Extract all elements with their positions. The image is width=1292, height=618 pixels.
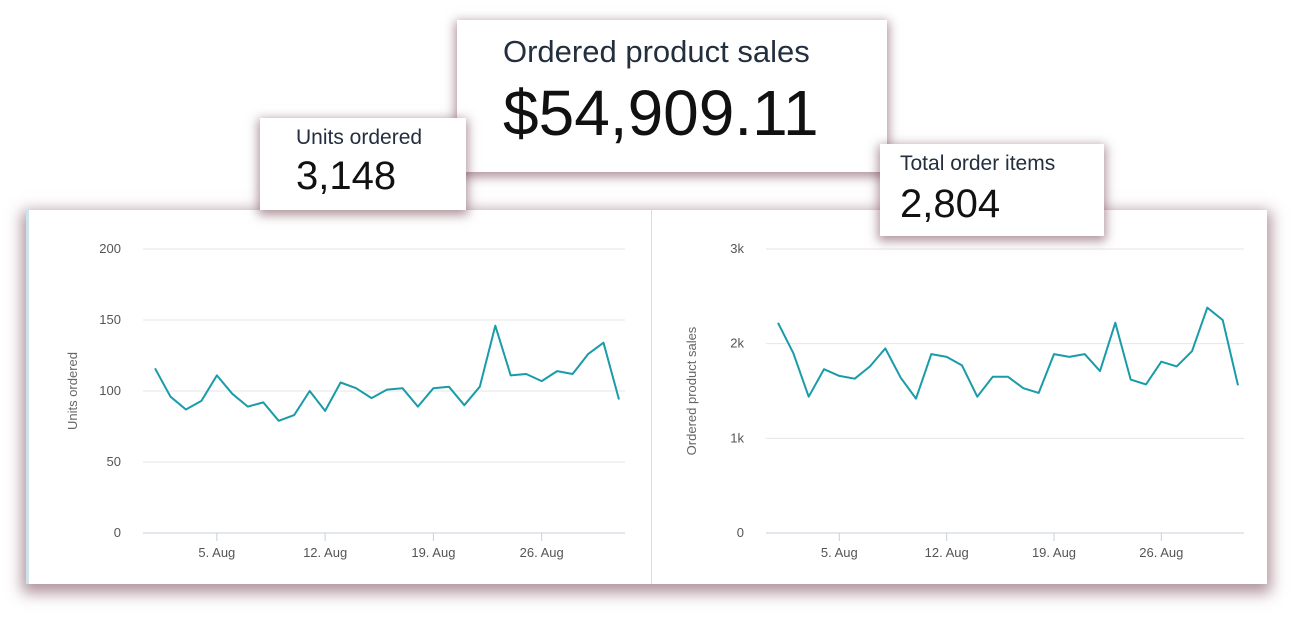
total-order-items-card[interactable]: Total order items 2,804: [880, 144, 1104, 236]
x-tick-label: 12. Aug: [925, 545, 969, 560]
ordered-product-sales-card[interactable]: Ordered product sales $54,909.11: [457, 20, 887, 172]
y-axis-title: Units ordered: [65, 352, 80, 430]
series-line: [777, 306, 1239, 400]
units-ordered-chart: 0 50 100 150 200 5. Aug 12. Aug 19. Aug 26. Aug U…: [29, 210, 649, 584]
units-ordered-value: 3,148: [296, 154, 397, 198]
y-tick-label: 0: [114, 525, 121, 540]
x-tick-label: 26. Aug: [1139, 545, 1183, 560]
y-tick-label: 150: [99, 312, 121, 327]
total-order-items-value: 2,804: [900, 182, 1001, 226]
ordered-product-sales-chart: 0 1k 2k 3k 5. Aug 12. Aug 19. Aug 26. Aug Ordere…: [651, 210, 1268, 584]
x-tick-label: 19. Aug: [411, 545, 455, 560]
ordered-product-sales-label: Ordered product sales: [503, 34, 810, 69]
y-tick-label: 100: [99, 383, 121, 398]
y-tick-label: 50: [107, 454, 121, 469]
units-ordered-label: Units ordered: [296, 126, 423, 149]
y-tick-label: 2k: [730, 336, 744, 351]
y-axis-title: Ordered product sales: [684, 326, 699, 455]
ordered-product-sales-value: $54,909.11: [503, 77, 819, 149]
x-tick-label: 5. Aug: [198, 545, 235, 560]
x-tick-label: 19. Aug: [1032, 545, 1076, 560]
y-tick-label: 3k: [730, 241, 744, 256]
total-order-items-label: Total order items: [900, 152, 1056, 175]
units-ordered-chart-svg: 0 50 100 150 200 5. Aug 12. Aug 19. Aug 26. Aug U…: [65, 241, 625, 560]
x-tick-label: 12. Aug: [303, 545, 347, 560]
ordered-product-sales-chart-svg: 0 1k 2k 3k 5. Aug 12. Aug 19. Aug 26. Aug Ordere…: [684, 241, 1244, 560]
x-tick-label: 26. Aug: [520, 545, 564, 560]
units-ordered-card[interactable]: Units ordered 3,148: [260, 118, 466, 210]
y-tick-label: 0: [737, 525, 744, 540]
y-tick-label: 1k: [730, 430, 744, 445]
series-line: [154, 324, 620, 422]
charts-panel: 0 50 100 150 200 5. Aug 12. Aug 19. Aug 26. Aug U…: [26, 210, 1267, 584]
x-tick-label: 5. Aug: [821, 545, 858, 560]
y-tick-label: 200: [99, 241, 121, 256]
